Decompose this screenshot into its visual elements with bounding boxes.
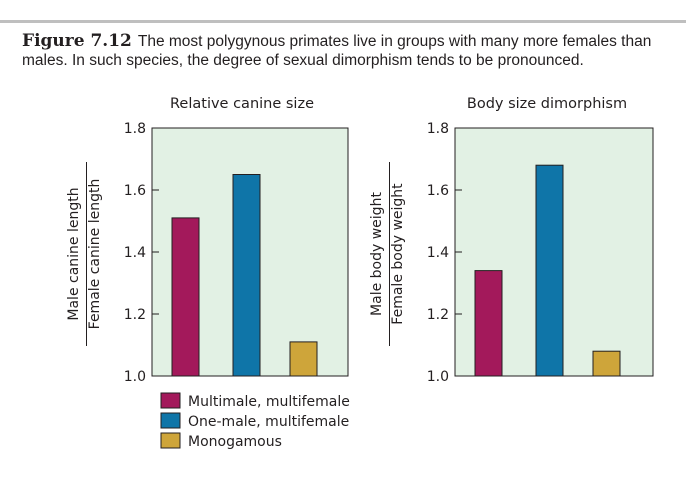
caption-text: The most polygynous primates live in gro… [22,33,652,69]
y-tick-label: 1.2 [124,307,146,323]
bar-3 [592,350,621,377]
legend-label: One-male, multifemale [188,414,349,430]
chart-title: Body size dimorphism [467,96,627,112]
y-axis-label-numerator: Male canine length [66,187,82,320]
chart-title: Relative canine size [170,96,314,112]
y-tick-label: 1.6 [124,183,146,199]
legend-label: Monogamous [188,434,282,450]
bar-1 [171,217,200,377]
legend-label: Multimale, multifemale [188,394,350,410]
legend-swatch [160,392,181,409]
y-tick-label: 1.8 [124,121,146,137]
bar-3 [289,341,318,377]
legend-swatch [160,412,181,429]
bar-1 [474,270,503,377]
chart-panel-1: Relative canine size 1.0 1.2 1.4 1.6 1.8 Male … [66,96,349,385]
y-tick-label: 1.0 [124,369,146,385]
y-axis-label-denominator: Female canine length [87,179,103,330]
top-rule [0,20,686,23]
y-tick-label: 1.4 [427,245,449,261]
bar-2 [232,174,261,377]
y-tick-label: 1.2 [427,307,449,323]
figure-label: Figure 7.12 [22,31,132,51]
y-tick-label: 1.0 [427,369,449,385]
legend-swatch [160,432,181,449]
y-tick-label: 1.8 [427,121,449,137]
bar-2 [535,164,564,377]
y-tick-label: 1.4 [124,245,146,261]
chart-panel-2: Body size dimorphism 1.0 1.2 1.4 1.6 1.8 Male … [369,96,654,385]
y-axis-label-denominator: Female body weight [390,183,406,325]
y-axis-label-numerator: Male body weight [369,192,385,316]
figure-caption: Figure 7.12 The most polygynous primates … [22,32,672,70]
legend: Multimale, multifemale One-male, multifem… [160,392,350,450]
y-tick-label: 1.6 [427,183,449,199]
